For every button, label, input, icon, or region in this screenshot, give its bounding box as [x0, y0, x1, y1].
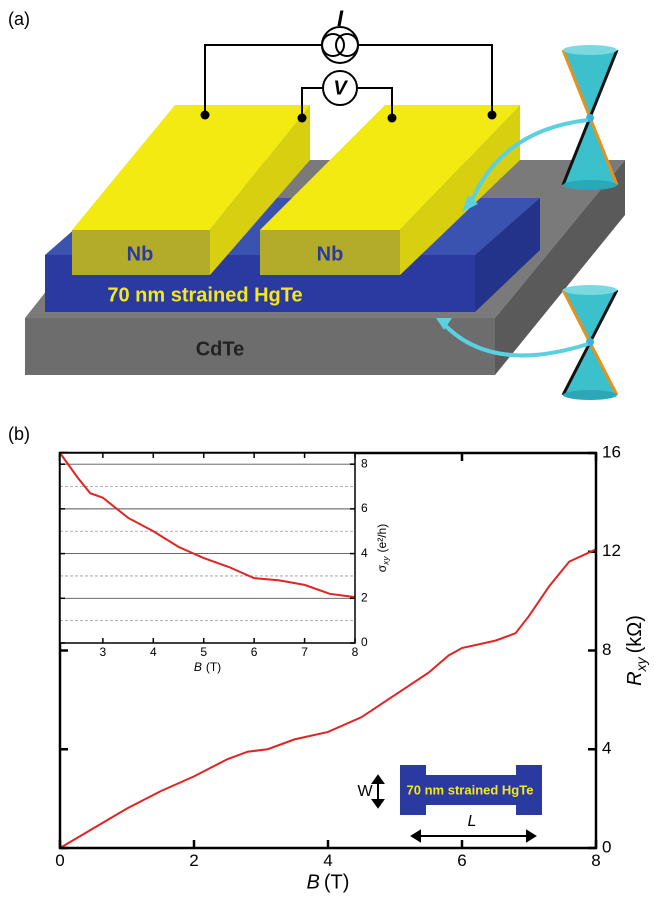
x-tick-label: 0 — [55, 851, 64, 870]
x-tick-label: 6 — [457, 851, 466, 870]
x-axis-label: B(T) — [307, 872, 350, 894]
y-tick-label: 0 — [361, 635, 368, 649]
y-tick-label: 6 — [361, 501, 368, 515]
substrate-label: CdTe — [196, 338, 245, 360]
device-sketch: 70 nm strained HgTe W L — [357, 765, 542, 841]
nb-label: Nb — [317, 243, 344, 265]
y-tick-label: 12 — [602, 541, 621, 560]
x-tick-label: 2 — [189, 851, 198, 870]
x-tick-label: 5 — [200, 645, 207, 659]
voltage-label: V — [333, 77, 348, 99]
y-label-symbol: R — [624, 671, 646, 685]
y-tick-label: 8 — [602, 640, 611, 659]
schematic: (a) CdTe 70 nm strained HgTe Nb Nb I V — [8, 6, 625, 400]
x-axis-label: B (T) — [194, 660, 221, 674]
panel-label: (a) — [8, 9, 30, 29]
nb-label: Nb — [127, 243, 154, 265]
y-axis-label: σxy(e²/h) — [375, 524, 391, 572]
x-tick-label: 4 — [150, 645, 157, 659]
figure: (a) CdTe 70 nm strained HgTe Nb Nb I V (… — [0, 0, 654, 907]
x-label-symbol: B — [307, 872, 320, 894]
x-tick-label: 8 — [591, 851, 600, 870]
wiring — [205, 27, 492, 118]
y-tick-label: 8 — [361, 456, 368, 470]
y-label-unit: (e²/h) — [375, 524, 389, 553]
panel-label: (b) — [8, 424, 30, 444]
x-label-unit: (T) — [206, 660, 221, 674]
x-tick-label: 6 — [251, 645, 258, 659]
x-label-symbol: B — [194, 660, 202, 674]
x-tick-label: 4 — [323, 851, 332, 870]
y-tick-label: 16 — [602, 442, 621, 461]
y-tick-label: 0 — [602, 837, 611, 856]
layer-label: 70 nm strained HgTe — [107, 284, 302, 306]
x-tick-label: 3 — [100, 645, 107, 659]
substrate-front — [25, 318, 495, 375]
device-label: 70 nm strained HgTe — [407, 782, 534, 797]
y-label-sub: xy — [381, 556, 391, 566]
y-label-unit: (kΩ) — [624, 615, 646, 653]
y-label-sub: xy — [633, 656, 649, 672]
y-axis-label: Rxy (kΩ) — [624, 615, 648, 686]
y-tick-label: 4 — [602, 739, 611, 758]
plot-bg — [60, 453, 355, 643]
current-label: I — [337, 6, 344, 31]
y-tick-label: 2 — [361, 590, 368, 604]
width-label: W — [357, 783, 373, 800]
x-tick-label: 7 — [301, 645, 308, 659]
y-tick-label: 4 — [361, 546, 368, 560]
x-tick-label: 8 — [352, 645, 359, 659]
length-label: L — [468, 813, 477, 830]
x-label-unit: (T) — [324, 872, 350, 894]
